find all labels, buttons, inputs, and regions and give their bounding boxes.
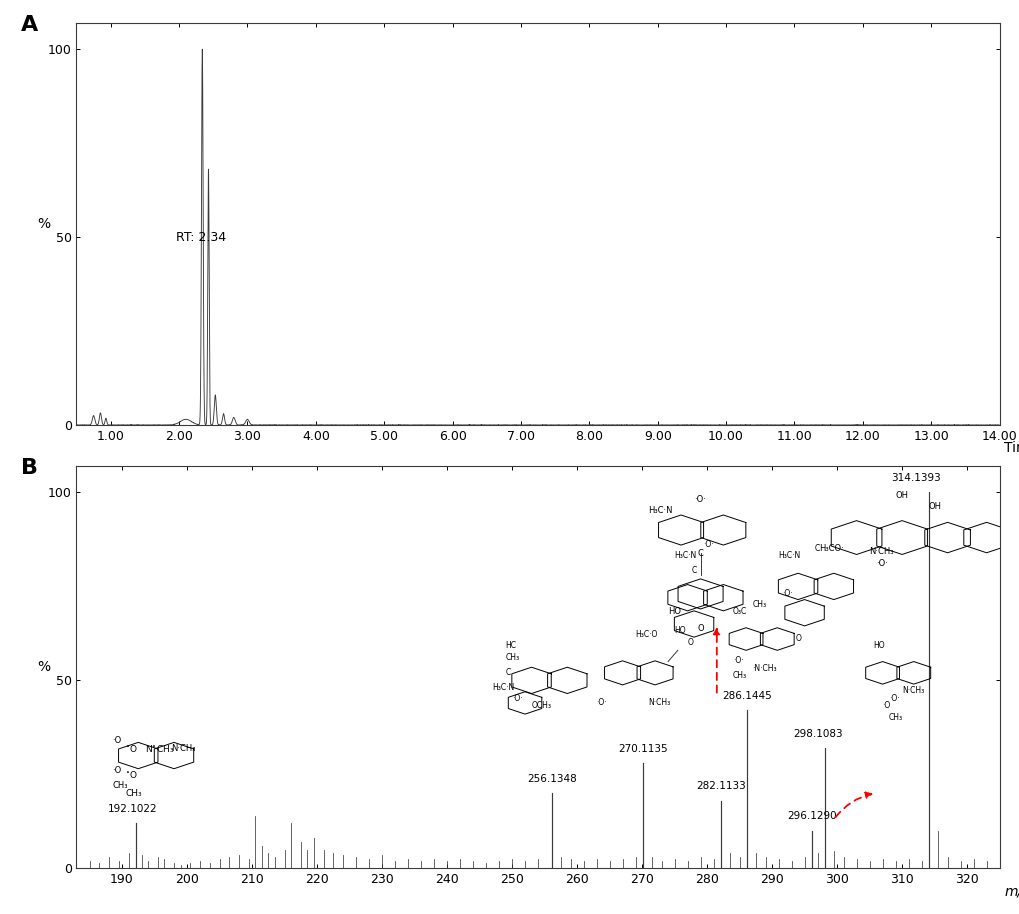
Text: ·O·: ·O· xyxy=(733,656,743,665)
Text: N·CH₃: N·CH₃ xyxy=(170,743,195,752)
Text: OCH₃: OCH₃ xyxy=(531,701,551,710)
Text: CH₃: CH₃ xyxy=(505,653,519,662)
Text: H₃C·N: H₃C·N xyxy=(648,506,673,515)
Text: OH: OH xyxy=(895,491,908,500)
Text: HO: HO xyxy=(872,642,883,650)
Text: 256.1348: 256.1348 xyxy=(527,774,576,783)
Text: H₃C·O: H₃C·O xyxy=(635,630,657,639)
Text: 286.1445: 286.1445 xyxy=(721,691,771,701)
Text: B: B xyxy=(21,458,38,478)
Text: ·O·: ·O· xyxy=(693,494,705,504)
Text: C: C xyxy=(691,566,696,575)
Text: 296.1290: 296.1290 xyxy=(787,812,836,822)
Text: CH₃: CH₃ xyxy=(889,713,903,722)
Text: C: C xyxy=(814,544,819,553)
Text: H₃C·N: H₃C·N xyxy=(777,551,800,560)
Text: %: % xyxy=(38,217,51,231)
Text: CH₃: CH₃ xyxy=(752,600,766,609)
Text: ·O·: ·O· xyxy=(889,694,899,703)
Text: ·N·CH₃: ·N·CH₃ xyxy=(752,664,776,673)
Text: $^{\bullet}$O: $^{\bullet}$O xyxy=(125,742,139,753)
Text: HO: HO xyxy=(667,608,681,616)
Text: A: A xyxy=(21,15,39,35)
Text: H₃CO·: H₃CO· xyxy=(818,544,843,553)
Text: %: % xyxy=(38,660,51,675)
Text: OH: OH xyxy=(927,502,941,511)
Text: N·CH₃: N·CH₃ xyxy=(869,547,894,557)
Text: HC: HC xyxy=(505,642,516,650)
Text: C: C xyxy=(505,667,511,676)
Text: O₃C: O₃C xyxy=(733,608,747,616)
Text: C: C xyxy=(697,548,703,558)
Text: O: O xyxy=(687,638,693,646)
Text: ·O·: ·O· xyxy=(596,697,606,707)
Text: O: O xyxy=(795,633,800,643)
Text: H₃C·N: H₃C·N xyxy=(492,683,515,692)
Text: m/z: m/z xyxy=(1004,885,1019,898)
Text: CH₃: CH₃ xyxy=(112,781,127,790)
Text: CH₃: CH₃ xyxy=(125,789,142,798)
Text: Time: Time xyxy=(1004,441,1019,455)
Text: ·O: ·O xyxy=(881,701,890,710)
Text: $^{\bullet}$O: $^{\bullet}$O xyxy=(125,769,139,780)
Text: ·O·: ·O· xyxy=(512,694,522,703)
Text: 282.1133: 282.1133 xyxy=(695,781,745,792)
Text: ·O: ·O xyxy=(112,766,121,775)
Text: 314.1393: 314.1393 xyxy=(891,473,940,484)
Text: CH₃: CH₃ xyxy=(733,672,747,680)
Text: N·CH₃: N·CH₃ xyxy=(901,686,923,696)
Text: ·O·: ·O· xyxy=(875,558,888,568)
Text: 192.1022: 192.1022 xyxy=(107,803,157,813)
Text: H₃C·N: H₃C·N xyxy=(674,551,696,560)
Text: RT: 2.34: RT: 2.34 xyxy=(175,230,225,244)
Text: O: O xyxy=(697,624,703,633)
Text: N·CH₃: N·CH₃ xyxy=(648,697,671,707)
Text: HO: HO xyxy=(674,626,686,635)
Text: 298.1083: 298.1083 xyxy=(793,728,843,739)
Text: N$^{\bullet}$CH₃: N$^{\bullet}$CH₃ xyxy=(145,742,174,753)
Text: ·O·: ·O· xyxy=(702,540,713,548)
Text: ·O·: ·O· xyxy=(781,589,792,598)
Text: ·O: ·O xyxy=(112,736,121,745)
Text: 270.1135: 270.1135 xyxy=(618,744,667,754)
